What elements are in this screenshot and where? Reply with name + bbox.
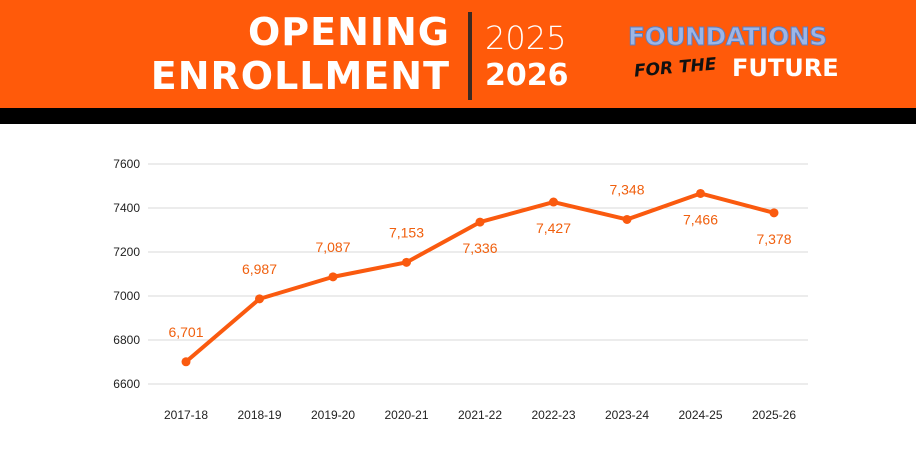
y-tick-label: 7000	[113, 289, 140, 303]
data-points	[181, 188, 779, 367]
data-point	[549, 197, 558, 207]
x-tick-label: 2025-26	[752, 408, 796, 422]
y-tick-label: 7600	[113, 157, 140, 171]
y-tick-label: 6600	[113, 377, 140, 391]
x-tick-label: 2020-21	[384, 408, 428, 422]
data-label: 7,378	[756, 231, 791, 247]
x-tick-label: 2023-24	[605, 408, 649, 422]
data-label: 6,701	[168, 324, 203, 340]
data-point	[255, 294, 264, 304]
y-tick-label: 7200	[113, 245, 140, 259]
data-label: 7,348	[609, 181, 644, 197]
page-title: OPENING ENROLLMENT	[151, 10, 450, 98]
school-year: 2025 2026	[485, 18, 569, 94]
x-tick-label: 2021-22	[458, 408, 502, 422]
title-line-opening: OPENING	[247, 10, 450, 54]
title-divider	[468, 12, 472, 100]
year-end: 2026	[485, 58, 569, 93]
logo-foundations-text: FOUNDATIONS	[628, 22, 828, 52]
x-tick-label: 2024-25	[678, 408, 722, 422]
header-underline	[0, 108, 916, 124]
data-label: 7,427	[536, 220, 571, 236]
foundations-logo: FOUNDATIONS FOR THE FUTURE	[628, 22, 850, 86]
data-point	[475, 217, 485, 227]
data-label: 7,153	[389, 224, 424, 240]
data-point	[769, 208, 779, 218]
data-point	[181, 357, 191, 367]
data-label: 7,466	[683, 211, 718, 227]
data-label: 7,336	[462, 240, 497, 256]
y-tick-label: 7400	[113, 201, 140, 215]
x-tick-label: 2017-18	[164, 408, 208, 422]
y-tick-label: 6800	[113, 333, 140, 347]
data-label: 6,987	[242, 261, 277, 277]
data-point	[402, 257, 411, 267]
data-point	[696, 188, 705, 198]
year-start: 2025	[485, 19, 567, 57]
logo-for-the-text: FOR THE	[633, 54, 718, 82]
x-tick-label: 2019-20	[311, 408, 355, 422]
data-label: 7,087	[315, 239, 350, 255]
y-axis-ticks: 6600 6800 7000 7200 7400 7600	[113, 157, 140, 391]
header-banner: OPENING ENROLLMENT 2025 2026 FOUNDATIONS…	[0, 0, 916, 108]
data-labels: 6,701 6,987 7,087 7,153 7,336 7,427 7,348 7,466…	[168, 181, 791, 339]
title-line-enrollment: ENROLLMENT	[150, 54, 450, 98]
data-point	[622, 214, 632, 224]
data-point	[328, 272, 338, 282]
x-tick-label: 2018-19	[237, 408, 281, 422]
x-axis-ticks: 2017-18 2018-19 2019-20 2020-21 2021-22 2022-…	[164, 408, 796, 422]
x-tick-label: 2022-23	[531, 408, 575, 422]
logo-future-text: FUTURE	[732, 54, 839, 82]
